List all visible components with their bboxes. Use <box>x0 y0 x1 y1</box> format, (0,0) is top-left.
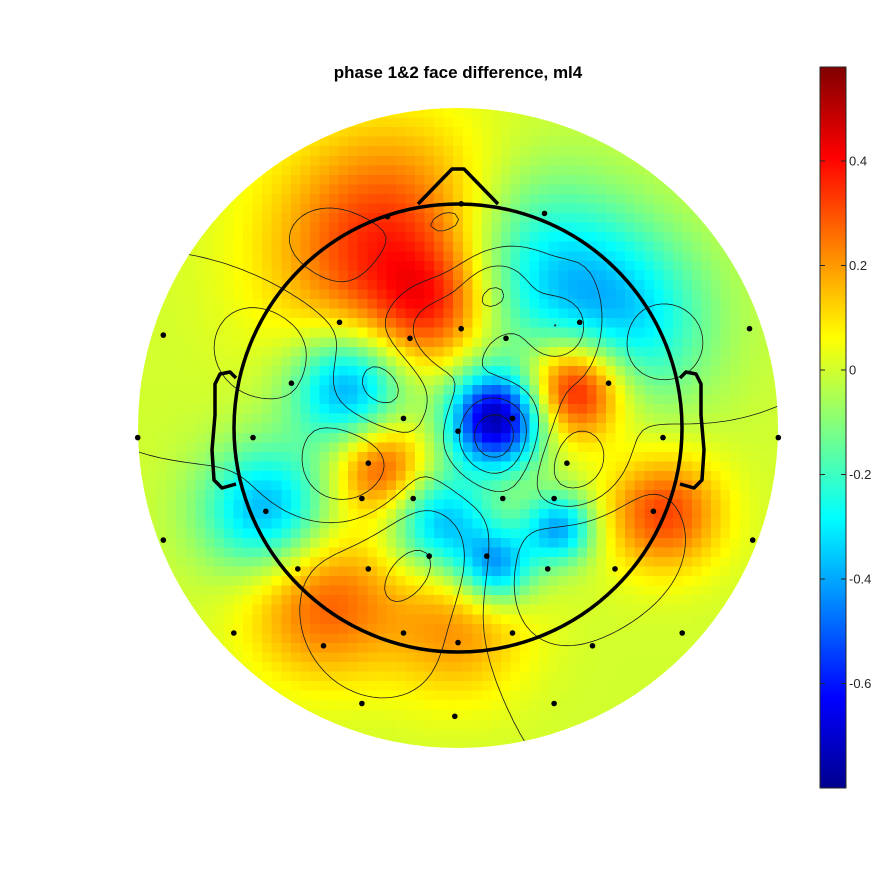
electrode-2 <box>458 201 465 207</box>
electrode-24 <box>410 495 417 502</box>
electrode-40 <box>509 630 516 636</box>
electrode-1 <box>384 213 391 220</box>
electrode-7 <box>458 325 465 332</box>
contour-line-level-1 <box>458 287 557 474</box>
electrode-25 <box>500 495 506 502</box>
nose-outline <box>416 167 500 206</box>
electrode-15 <box>455 428 461 435</box>
electrode-27 <box>650 508 657 515</box>
electrode-5 <box>336 319 343 326</box>
contour-lines <box>138 207 778 748</box>
right-ear-outline <box>678 370 706 490</box>
electrode-44 <box>452 713 458 720</box>
electrode-43 <box>359 700 365 707</box>
colorbar-tick-label: -0.6 <box>849 676 871 691</box>
left-ear-outline <box>210 370 238 490</box>
electrode-42 <box>679 630 685 636</box>
electrode-11 <box>288 380 295 387</box>
electrode-16 <box>509 415 516 422</box>
electrode-3 <box>541 210 548 217</box>
electrode-22 <box>263 508 269 515</box>
electrode-36 <box>231 630 237 636</box>
colorbar-tick-label: 0 <box>849 363 856 378</box>
contour-line-level-2 <box>213 265 686 647</box>
electrode-20 <box>564 460 570 467</box>
electrode-33 <box>484 553 490 559</box>
electrode-10 <box>746 325 753 332</box>
electrode-26 <box>551 495 557 502</box>
chart-title: phase 1&2 face difference, ml4 <box>334 63 583 82</box>
electrode-13 <box>250 434 256 441</box>
electrode-37 <box>320 643 327 649</box>
electrode-19 <box>365 460 372 467</box>
electrode-34 <box>544 566 551 572</box>
electrode-6 <box>407 335 413 342</box>
electrode-32 <box>426 553 433 559</box>
electrode-30 <box>295 566 301 572</box>
electrode-41 <box>589 643 596 649</box>
electrode-29 <box>749 537 756 543</box>
electrode-28 <box>160 537 167 543</box>
colorbar-tick-label: 0.4 <box>849 154 867 169</box>
head-circle <box>232 202 684 654</box>
electrode-8 <box>503 335 509 342</box>
electrode-18 <box>134 434 141 441</box>
electrode-45 <box>551 700 557 707</box>
head-outline <box>210 167 706 654</box>
contour-line-level-5 <box>384 549 431 602</box>
electrode-21 <box>775 434 782 441</box>
contour-line-level-0 <box>474 414 514 458</box>
electrode-38 <box>400 630 407 636</box>
colorbar-tick-label: -0.4 <box>849 572 871 587</box>
colorbar: 0.4 0.2 0 -0.2 -0.4 -0.6 <box>819 66 871 789</box>
electrode-31 <box>365 566 372 572</box>
electrode-14 <box>400 415 407 422</box>
colorbar-ticks: 0.4 0.2 0 -0.2 -0.4 -0.6 <box>820 154 871 691</box>
electrode-12 <box>605 380 612 387</box>
colorbar-tick-label: -0.2 <box>849 467 871 482</box>
colorbar-gradient <box>819 66 847 789</box>
electrode-9 <box>576 319 583 326</box>
electrode-39 <box>455 639 461 646</box>
electrode-35 <box>612 566 618 572</box>
electrode-17 <box>660 434 666 441</box>
electrode-markers <box>134 201 782 720</box>
electrode-23 <box>359 495 365 502</box>
electrode-4 <box>160 332 167 338</box>
colorbar-tick-label: 0.2 <box>849 258 867 273</box>
contour-line-level-4 <box>289 207 704 699</box>
